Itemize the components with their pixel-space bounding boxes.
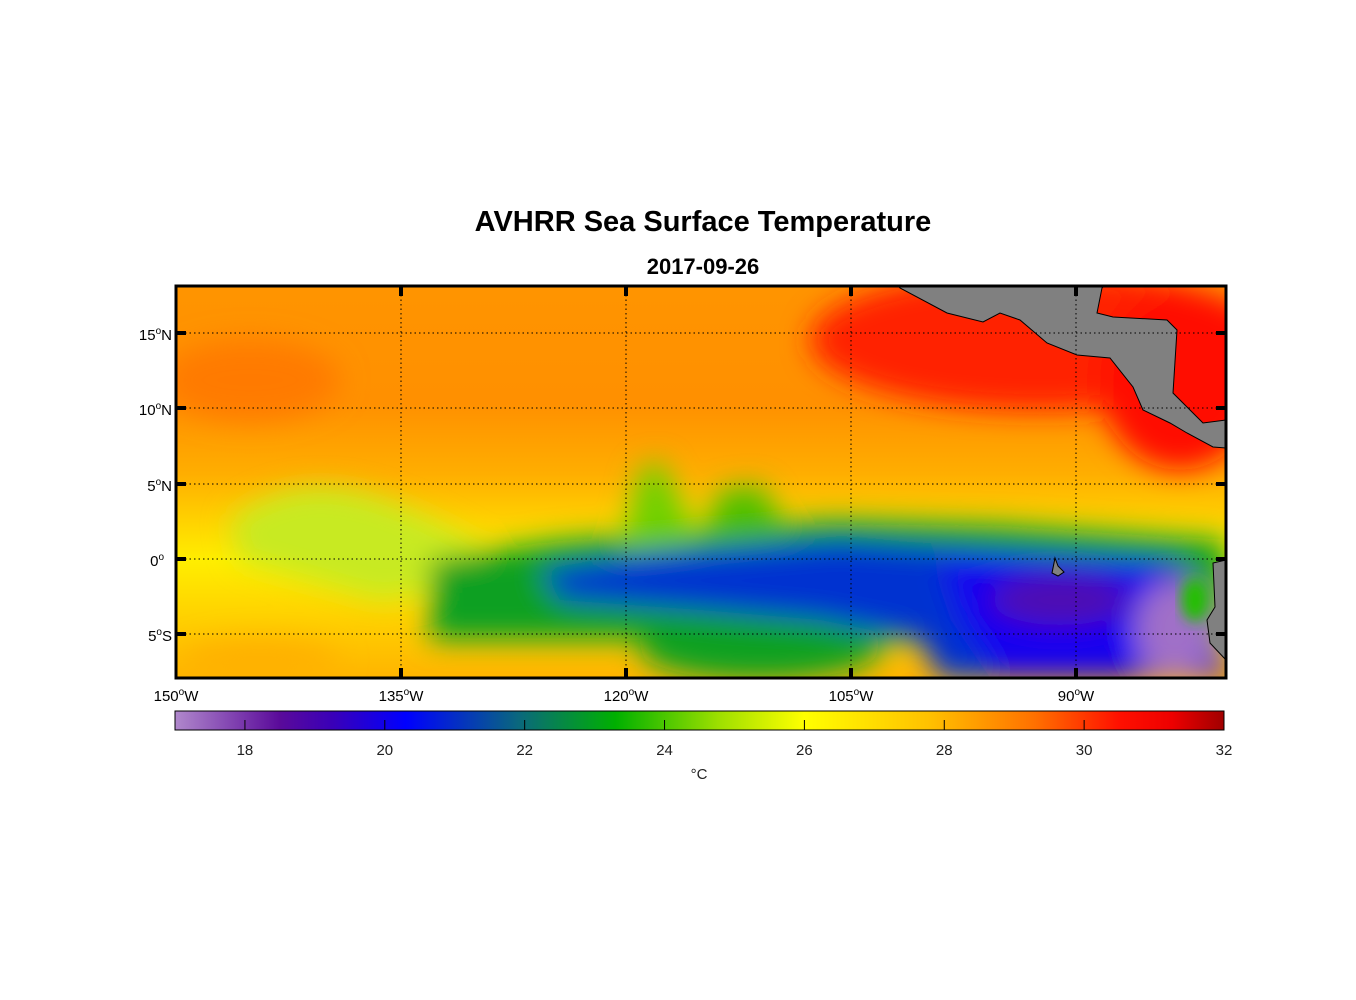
colorbar-tick-label: 20: [376, 742, 393, 759]
colorbar-tick-label: 28: [936, 742, 953, 759]
tropical-wave-120w: [620, 460, 700, 550]
lat-label-10n: 10oN: [139, 401, 172, 419]
warm-patch-west: [176, 340, 340, 420]
lat-label-5n: 5oN: [147, 477, 172, 495]
colorbar-tick-label: 18: [237, 742, 254, 759]
colorbar-tick-label: 24: [656, 742, 673, 759]
lat-label-0: 0o: [150, 552, 164, 570]
cold-patch-purple: [990, 575, 1130, 625]
axis-ticks: [176, 286, 1226, 678]
colorbar-tick-label: 32: [1216, 742, 1233, 759]
sst-field: [176, 286, 1226, 678]
lon-label-150w: 150oW: [154, 687, 200, 705]
colorbar: [174, 710, 1225, 731]
galapagos-land: [1051, 556, 1065, 577]
orange-patch-southwest: [180, 640, 340, 678]
lon-label-135w: 135oW: [379, 687, 425, 705]
chart-title: AVHRR Sea Surface Temperature: [474, 206, 932, 238]
lat-label-15n: 15oN: [139, 326, 172, 344]
tropical-wave-112w: [700, 485, 790, 540]
colorbar-ticks: 18 20 22 24 26 28 30 32: [237, 720, 1233, 759]
colorbar-tick-label: 22: [516, 742, 533, 759]
colorbar-tick-label: 30: [1076, 742, 1093, 759]
lat-label-5s: 5oS: [148, 627, 172, 645]
colorbar-unit: °C: [691, 766, 708, 783]
lon-label-120w: 120oW: [604, 687, 650, 705]
lon-label-105w: 105oW: [829, 687, 875, 705]
chart-subtitle: 2017-09-26: [646, 254, 760, 279]
green-patch-south: [640, 620, 880, 678]
colorbar-tick-label: 26: [796, 742, 813, 759]
warm-pool-caribbean: [1100, 290, 1226, 470]
coastal-green: [1181, 578, 1209, 622]
lon-label-90w: 90oW: [1058, 687, 1095, 705]
